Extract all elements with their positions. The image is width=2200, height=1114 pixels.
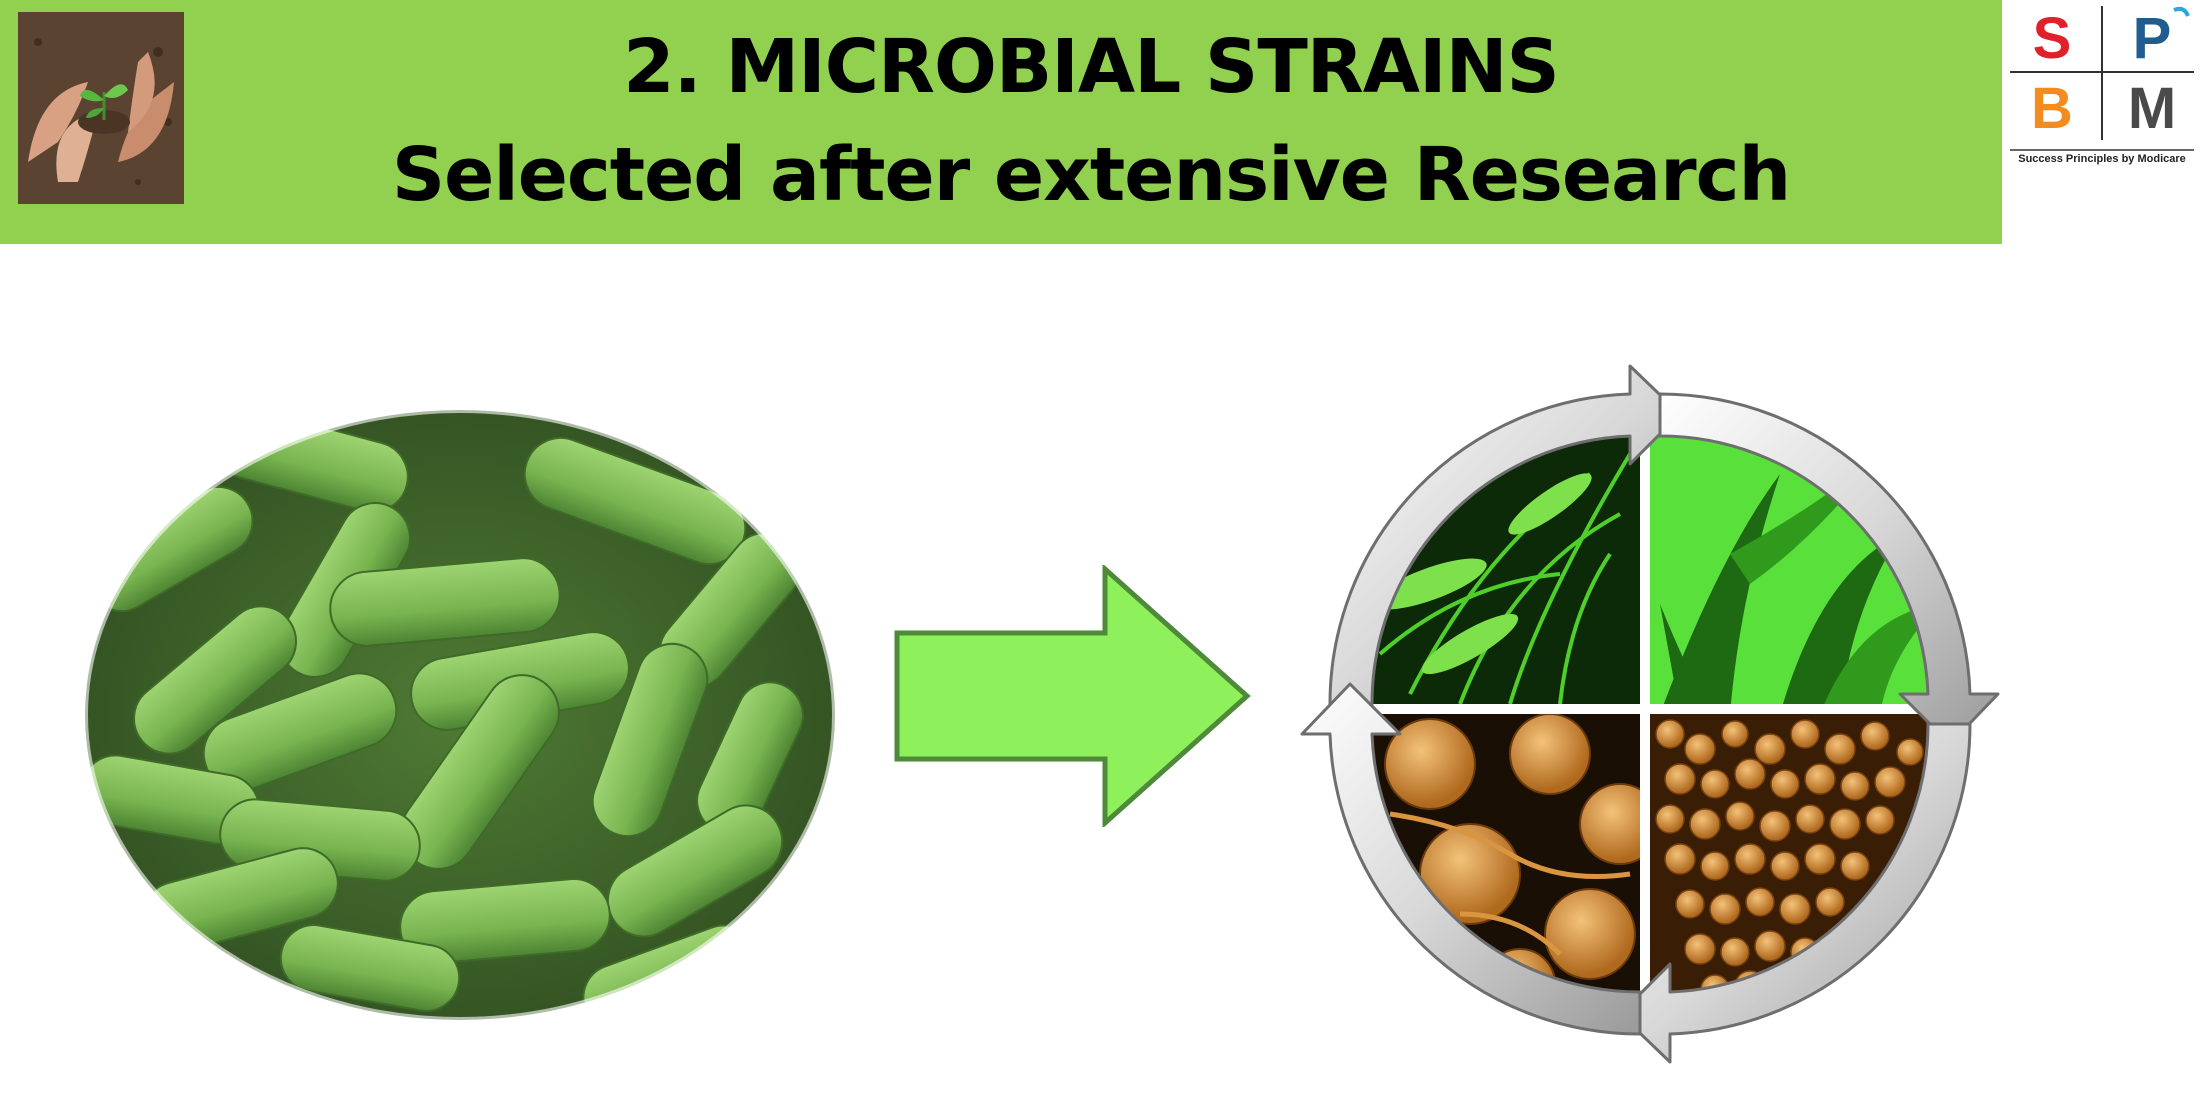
logo-letter-s: S	[2033, 6, 2072, 71]
hands-seedling-image	[18, 12, 184, 204]
header-banner	[0, 0, 2002, 244]
spbm-logo: S P B M Success Principles by Modicare	[2004, 0, 2200, 170]
logo-letter-m: M	[2128, 76, 2176, 141]
crop-microbe-cycle-image	[1300, 364, 2000, 1064]
logo-letter-p: P	[2133, 6, 2172, 71]
logo-tagline: Success Principles by Modicare	[2018, 153, 2186, 165]
page-subtitle: Selected after extensive Research	[391, 132, 1791, 218]
bacteria-image	[82, 407, 838, 1023]
right-arrow-icon	[894, 565, 1251, 827]
logo-letter-b: B	[2031, 76, 2073, 141]
page-title: 2. MICROBIAL STRAINS	[623, 24, 1560, 110]
